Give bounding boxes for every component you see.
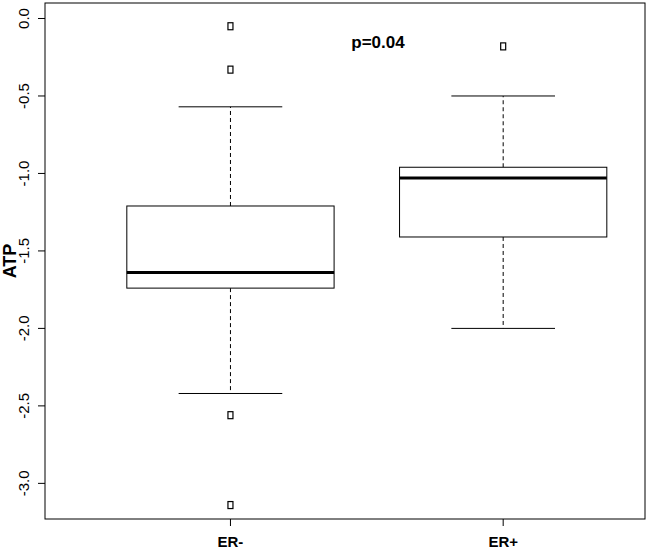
median [127, 271, 334, 274]
outlier [228, 412, 233, 419]
x-tick-label: ER- [218, 533, 244, 550]
y-tick [38, 18, 45, 19]
y-tick-label: -1.0 [15, 161, 32, 187]
y-tick [38, 173, 45, 174]
upper-whisker [503, 96, 504, 167]
lower-whisker [230, 288, 231, 393]
y-tick [38, 250, 45, 251]
y-tick-label: -2.5 [15, 393, 32, 419]
upper-cap [179, 106, 283, 107]
box [127, 206, 334, 288]
y-tick-label: -2.0 [15, 315, 32, 341]
outlier [228, 502, 233, 509]
box [400, 167, 607, 237]
plot-frame [45, 3, 645, 519]
chart: -3.0-2.5-2.0-1.5-1.0-0.50.0ATPER-ER+p=0.… [0, 0, 650, 560]
y-tick [38, 95, 45, 96]
outlier [501, 43, 506, 50]
lower-whisker [503, 237, 504, 328]
y-tick-label: -0.5 [15, 83, 32, 109]
outlier [228, 66, 233, 73]
boxes [127, 23, 607, 509]
upper-cap [451, 95, 555, 96]
y-tick-label: -3.0 [15, 470, 32, 496]
y-axis-label: ATP [0, 244, 20, 279]
outlier [228, 23, 233, 30]
lower-cap [179, 393, 283, 394]
x-tick [230, 519, 231, 526]
annotation: p=0.04 [351, 33, 405, 52]
y-tick [38, 483, 45, 484]
y-tick [38, 405, 45, 406]
median [400, 177, 607, 180]
lower-cap [451, 328, 555, 329]
x-tick-label: ER+ [488, 533, 518, 550]
y-tick [38, 328, 45, 329]
upper-whisker [230, 107, 231, 206]
x-tick [503, 519, 504, 526]
y-tick-label: 0.0 [15, 8, 32, 29]
